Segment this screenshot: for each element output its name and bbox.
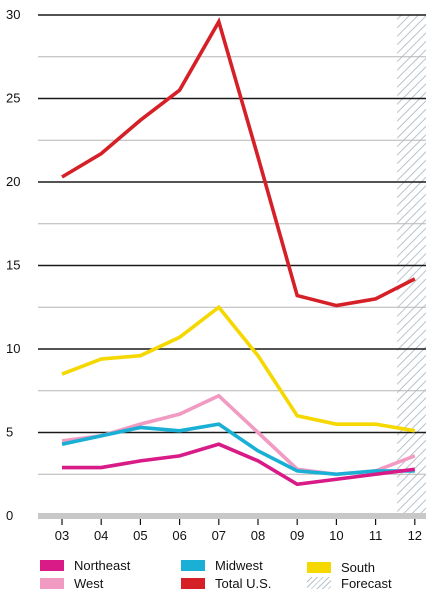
x-tick-label: 03 <box>55 528 69 543</box>
series-line-total-u-s <box>61 17 416 308</box>
legend-item-south: South <box>307 558 375 576</box>
series-line-west <box>61 393 416 477</box>
x-tick-label: 08 <box>251 528 265 543</box>
legend-item-forecast: Forecast <box>307 574 392 592</box>
series-line-south <box>61 304 416 433</box>
legend-label-midwest: Midwest <box>215 557 263 573</box>
x-tick-label: 10 <box>329 528 343 543</box>
x-tick-label: 11 <box>369 528 383 543</box>
x-tick-label: 06 <box>172 528 186 543</box>
legend-item-west: West <box>40 574 103 592</box>
x-tick-label: 07 <box>212 528 226 543</box>
y-tick-label: 10 <box>6 341 20 356</box>
y-tick-label: 5 <box>6 425 13 440</box>
legend-item-northeast: Northeast <box>40 556 130 574</box>
legend-swatch-west <box>40 577 64 589</box>
legend-label-northeast: Northeast <box>74 557 131 573</box>
legend-swatch-total-us <box>181 577 205 589</box>
legend-label-west: West <box>74 575 104 591</box>
legend-item-midwest: Midwest <box>181 556 263 574</box>
legend-swatch-midwest <box>181 559 205 571</box>
legend: Northeast Midwest South West Total U.S. … <box>0 552 426 592</box>
legend-label-total-us: Total U.S. <box>215 575 272 591</box>
legend-label-south: South <box>341 559 375 575</box>
y-tick-label: 15 <box>6 258 20 273</box>
x-tick-label: 12 <box>408 528 422 543</box>
y-tick-label: 25 <box>6 91 20 106</box>
x-tick-label: 09 <box>290 528 304 543</box>
x-tick-label: 04 <box>94 528 108 543</box>
series-line-midwest <box>61 422 415 477</box>
legend-swatch-forecast <box>307 577 331 589</box>
legend-label-forecast: Forecast <box>341 575 392 591</box>
x-tick-label: 05 <box>133 528 147 543</box>
y-tick-label: 30 <box>6 7 20 22</box>
legend-swatch-south <box>307 561 331 573</box>
legend-item-total-us: Total U.S. <box>181 574 271 592</box>
series-line-northeast <box>62 442 416 487</box>
legend-swatch-northeast <box>40 559 64 571</box>
y-tick-label: 20 <box>6 174 20 189</box>
y-tick-label: 0 <box>6 508 13 523</box>
x-axis-baseline <box>38 513 426 519</box>
